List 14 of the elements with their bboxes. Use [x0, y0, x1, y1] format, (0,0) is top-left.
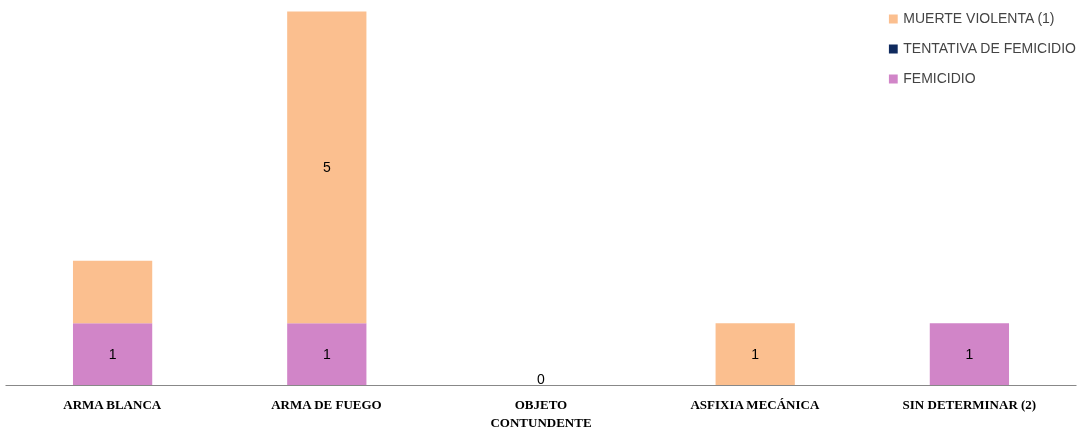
- data-label: 1: [322, 346, 331, 363]
- x-tick-label: ARMA BLANCA: [63, 396, 162, 412]
- data-label: 0: [537, 370, 546, 387]
- data-label: 1: [751, 346, 760, 363]
- legend-label: TENTATIVA DE FEMICIDIO: [903, 40, 1076, 56]
- legend-label: FEMICIDIO: [903, 70, 976, 86]
- data-label: 1: [108, 346, 117, 363]
- legend-label: MUERTE VIOLENTA (1): [903, 10, 1055, 26]
- x-tick-label: SIN DETERMINAR (2): [902, 396, 1037, 412]
- x-tick-label: ASFIXIA MECÁNICA: [690, 396, 820, 412]
- data-label: 5: [322, 159, 331, 176]
- x-tick-label: ARMA DE FUEGO: [271, 396, 382, 412]
- data-label: 1: [965, 346, 974, 363]
- x-tick-label: OBJETO CONTUNDENTE: [490, 396, 592, 430]
